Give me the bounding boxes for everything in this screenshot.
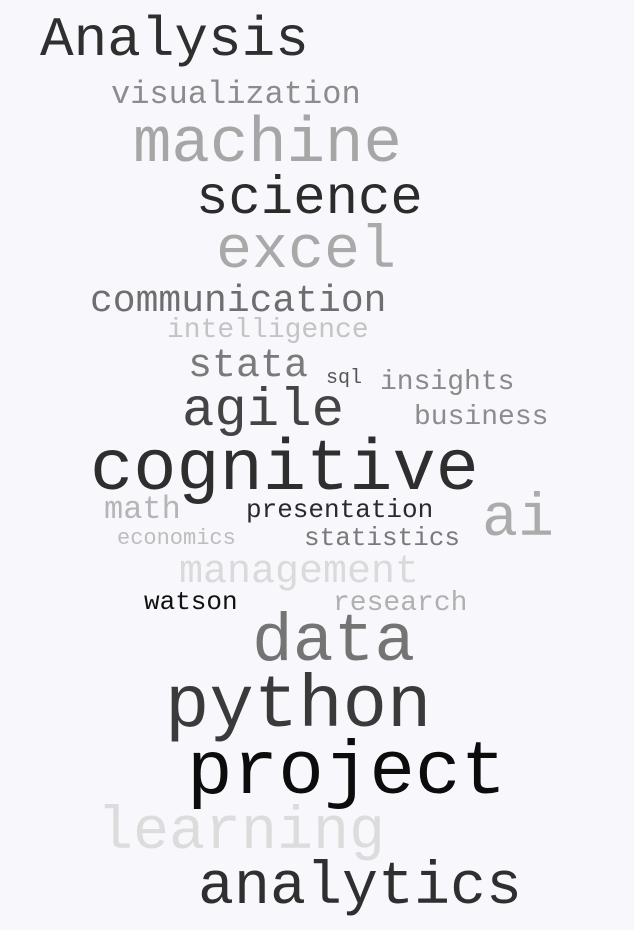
word-cognitive: cognitive (90, 429, 479, 511)
word-business: business (414, 402, 549, 433)
word-economics: economics (117, 526, 236, 551)
word-science: science (196, 169, 423, 230)
word-project: project (187, 730, 507, 816)
word-watson: watson (144, 587, 238, 617)
word-research: research (333, 588, 468, 619)
word-excel: excel (216, 218, 397, 286)
word-visualization: visualization (111, 76, 361, 113)
word-sql: sql (326, 367, 363, 390)
word-math: math (104, 491, 181, 528)
word-python: python (165, 665, 432, 749)
word-learning: learning (97, 799, 386, 867)
word-data: data (252, 604, 416, 681)
word-analysis: Analysis (40, 8, 309, 72)
word-statistics: statistics (304, 523, 461, 553)
word-stata: stata (188, 344, 309, 389)
word-presentation: presentation (246, 495, 434, 525)
word-agile: agile (182, 381, 345, 442)
word-management: management (179, 550, 420, 595)
word-analytics: analytics (198, 854, 523, 922)
word-communication: communication (90, 280, 387, 323)
word-ai: ai (482, 486, 555, 554)
word-machine: machine (133, 109, 402, 181)
word-intelligence: intelligence (167, 315, 369, 346)
word-insights: insights (380, 367, 515, 398)
